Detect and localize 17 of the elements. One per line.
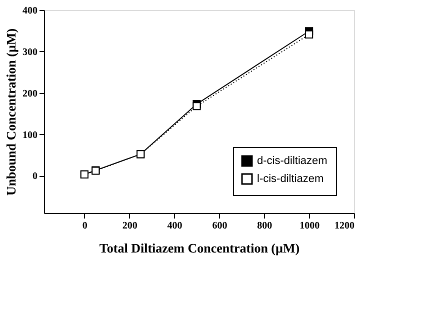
y-tick-label: 0 xyxy=(32,171,38,182)
x-tick-label: 1000 xyxy=(300,220,320,232)
legend-label: d-cis-diltiazem xyxy=(257,155,328,167)
x-tick-label: 200 xyxy=(122,220,138,232)
x-tick-label: 800 xyxy=(257,220,272,232)
point xyxy=(305,30,314,38)
x-tick-label: 400 xyxy=(167,220,182,232)
y-axis-title: Unbound Concentration (µM) xyxy=(4,28,18,196)
x-tick-label: 0 xyxy=(82,220,88,232)
y-tick-label: 400 xyxy=(22,6,38,16)
x-tick-label: 1200 xyxy=(334,220,354,232)
legend-label: l-cis-diltiazem xyxy=(257,173,324,185)
x-tick-label: 600 xyxy=(212,220,228,232)
y-tick-label: 200 xyxy=(22,88,38,100)
y-tick-label: 300 xyxy=(22,46,38,58)
x-axis-title: Total Diltiazem Concentration (µM) xyxy=(99,240,300,256)
y-tick-label: 100 xyxy=(22,130,38,141)
